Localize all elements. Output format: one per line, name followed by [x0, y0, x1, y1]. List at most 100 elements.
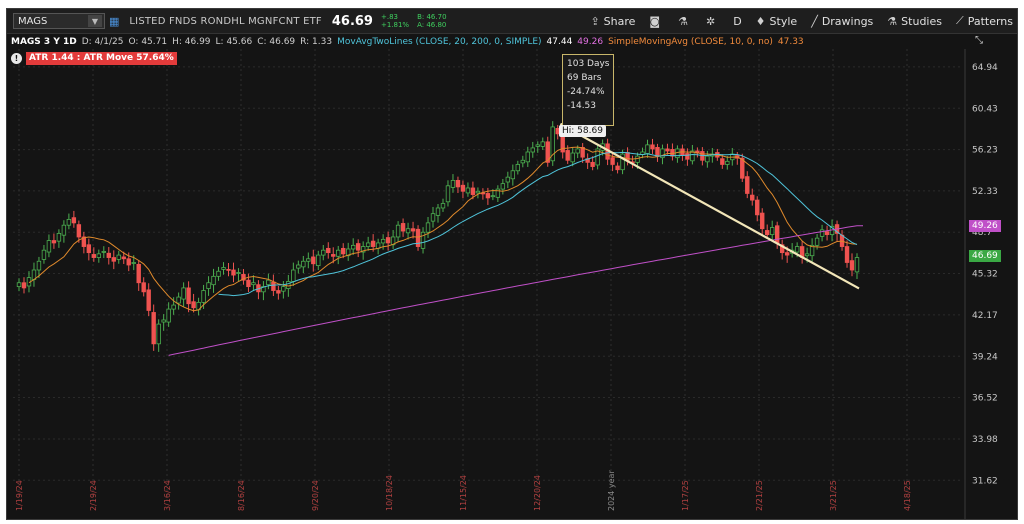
study-ma200-value: 49.26 [577, 36, 604, 47]
chevron-down-icon[interactable]: ▼ [88, 15, 102, 27]
candle-body [774, 225, 780, 244]
candle-body [126, 258, 131, 266]
y-tick-label: 39.24 [972, 352, 998, 362]
camera-icon: ◙ [649, 14, 661, 28]
candle-body [804, 253, 810, 257]
candle-body [580, 147, 585, 158]
candle-body [645, 144, 650, 154]
atr-label: ATR 1.44 : ATR Move 57.64% [26, 51, 177, 65]
share-button[interactable]: ⇪ Share [590, 15, 635, 28]
candle-body [136, 263, 141, 284]
price-chart[interactable]: 64.94 60.43 56.23 52.33 48.7 45.32 42.17 39.24 3… [7, 9, 1017, 519]
candle-body [445, 185, 451, 203]
y-tick-label: 64.94 [972, 63, 998, 73]
candle-body [336, 249, 341, 257]
aggregation-label: D [733, 14, 742, 28]
x-tick-label: 12/20/24 [533, 475, 542, 511]
tooltip-days: 103 Days [567, 59, 610, 69]
candle-body [770, 227, 775, 235]
patterns-label: Patterns [967, 14, 1013, 28]
candle-body [261, 286, 266, 293]
symbol-selector[interactable]: MAGS ▼ [13, 13, 105, 29]
candle-body [430, 213, 436, 222]
candle-body [515, 164, 521, 172]
candle-body [301, 260, 306, 268]
y-tick-label: 45.32 [972, 270, 998, 280]
studies-button[interactable]: ⚗ Studies [887, 15, 942, 28]
candle-body [246, 279, 251, 288]
candle-body [296, 264, 301, 269]
candle-body [849, 260, 855, 271]
crosshair-toggle-icon[interactable]: ⤡ [975, 35, 983, 46]
candle-body [490, 195, 496, 198]
x-tick-label: 3/21/25 [829, 480, 838, 511]
candle-body [221, 267, 226, 270]
candle-body [485, 193, 491, 199]
atr-indicator[interactable]: ! ATR 1.44 : ATR Move 57.64% [11, 51, 177, 65]
candle-body [650, 144, 655, 150]
candle-body [71, 217, 77, 224]
snapshot-button[interactable]: ◙ [649, 15, 664, 28]
candle-body [106, 252, 111, 258]
candle-body [475, 190, 481, 194]
last-price: 46.69 [331, 13, 373, 29]
candle-body [814, 237, 820, 246]
candle-body [161, 319, 166, 323]
patterns-icon: ⟋ [955, 14, 964, 27]
y-tick-label: 60.43 [972, 104, 998, 114]
patterns-button[interactable]: ⟋ Patterns [956, 14, 1013, 28]
candle-body [620, 153, 625, 171]
candle-body [405, 228, 411, 234]
study-sma-value: 47.33 [777, 36, 804, 47]
candle-body [655, 147, 660, 157]
symbol-grid-icon[interactable]: ▦ [109, 14, 120, 28]
candle-body [550, 126, 555, 162]
candle-body [151, 312, 156, 345]
candle-body [610, 157, 615, 165]
candle-body [16, 282, 22, 288]
aggregation-button[interactable]: D [733, 15, 741, 28]
ma200-line [168, 225, 863, 356]
candle-body [91, 254, 97, 258]
candle-body [286, 281, 291, 289]
ask-price: A: 46.80 [417, 21, 447, 29]
candle-body [176, 296, 181, 304]
candle-body [266, 279, 271, 286]
chart-title: MAGS 3 Y 1D [11, 36, 77, 47]
y-tick-label: 48.7 [972, 228, 992, 238]
style-button[interactable]: ♦ Style [756, 15, 798, 28]
candle-body [745, 176, 750, 194]
candle-body [425, 222, 431, 233]
candle-body [146, 289, 151, 311]
candle-body [101, 251, 106, 253]
study-movavg-two-lines[interactable]: MovAvgTwoLines (CLOSE, 20, 200, 0, SIMPL… [337, 36, 542, 47]
candle-body [231, 269, 236, 276]
study-sma[interactable]: SimpleMovingAvg (CLOSE, 10, 0, no) [608, 36, 773, 47]
candle-body [121, 256, 126, 260]
drawings-button[interactable]: ╱ Drawings [811, 15, 873, 28]
candle-body [56, 233, 62, 242]
tooltip-points: -14.53 [567, 101, 597, 111]
candle-body [525, 151, 530, 163]
candle-body [156, 323, 161, 345]
candle-body [276, 290, 281, 294]
candle-body [545, 141, 550, 163]
style-label: Style [769, 14, 798, 28]
lab-button[interactable]: ⚗ [678, 15, 692, 28]
candle-body [844, 246, 850, 263]
candle-body [206, 282, 211, 289]
candle-body [86, 244, 92, 254]
candle-body [355, 243, 361, 251]
bar-low: L: 45.66 [215, 36, 253, 47]
candle-body [81, 236, 87, 247]
x-tick-label: 9/20/24 [311, 480, 320, 511]
candle-body [241, 274, 246, 281]
candle-body [660, 148, 665, 159]
bar-close: C: 46.69 [257, 36, 296, 47]
candle-body [570, 152, 575, 163]
bar-high: H: 46.99 [172, 36, 211, 47]
settings-button[interactable]: ✲ [706, 15, 719, 28]
candle-body [410, 228, 416, 232]
tooltip-percent: -24.74% [567, 87, 605, 97]
candle-body [765, 230, 770, 235]
